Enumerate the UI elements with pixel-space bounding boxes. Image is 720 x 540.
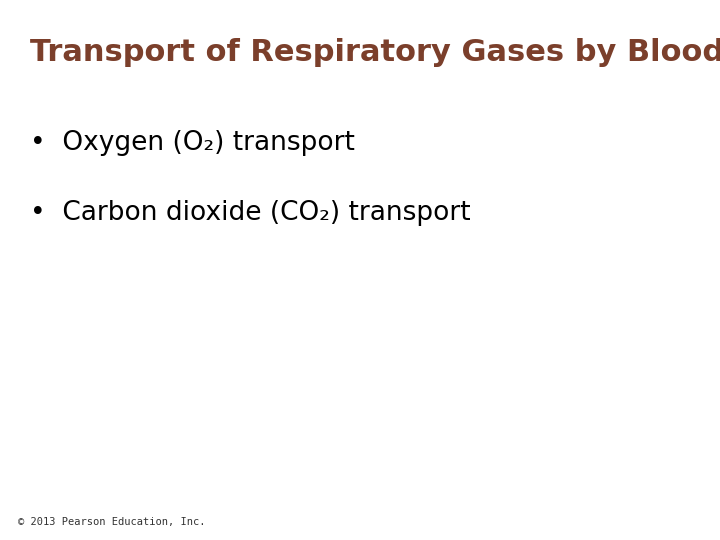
Text: © 2013 Pearson Education, Inc.: © 2013 Pearson Education, Inc. xyxy=(18,516,205,526)
Text: Transport of Respiratory Gases by Blood: Transport of Respiratory Gases by Blood xyxy=(30,38,720,67)
Text: •  Carbon dioxide (CO₂) transport: • Carbon dioxide (CO₂) transport xyxy=(30,200,471,226)
Text: •  Oxygen (O₂) transport: • Oxygen (O₂) transport xyxy=(30,130,355,156)
